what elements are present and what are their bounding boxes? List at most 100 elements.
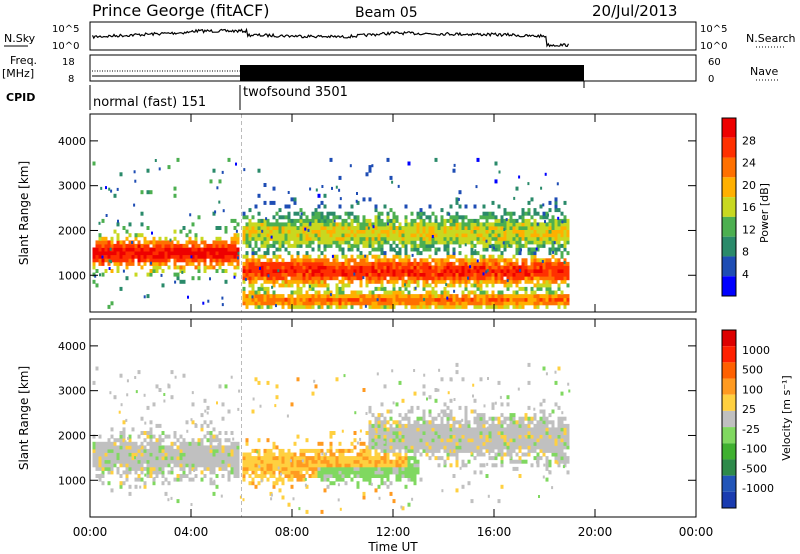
vel-cells-cell (200, 463, 204, 468)
vel-cells-cell (362, 463, 366, 468)
power-cells-cell (419, 269, 423, 273)
power-cells-cell (479, 276, 483, 281)
vel-cells-cell (113, 463, 117, 468)
power-cells-cell (515, 272, 519, 277)
power-cells-cell (227, 254, 231, 259)
vel-cells-cell (278, 470, 282, 475)
vel-cells-cell (218, 448, 222, 453)
vel-cells-cell (446, 413, 450, 418)
power-cells-cell (269, 304, 273, 309)
power-cells-cell (554, 229, 558, 234)
vel-cells-cell (389, 423, 393, 428)
vel-cells-cell (143, 456, 147, 461)
vel-cells-cell (92, 380, 96, 385)
power-cells-cell (113, 247, 117, 252)
vel-cells-cell (391, 369, 394, 373)
vel-cells-cell (473, 470, 477, 475)
power-cells-cell (248, 297, 252, 302)
power-cells-cell (311, 265, 315, 270)
vel-cells-cell (461, 427, 465, 432)
vel-cells-cell (101, 463, 105, 468)
vel-cells-cell (218, 466, 222, 471)
vel-cells-cell (92, 463, 96, 468)
vel-cells-cell (146, 456, 150, 461)
power-cells-cell (491, 276, 495, 281)
power-cells-cell (476, 276, 480, 281)
power-cells-cell (254, 204, 258, 209)
power-cells-cell (335, 254, 339, 259)
vel-cells-cell (494, 423, 498, 428)
power-cells-cell (407, 272, 411, 277)
power-cells-cell (113, 193, 117, 198)
power-cells-cell (530, 247, 534, 252)
vel-cells-cell (535, 460, 538, 464)
power-cells-cell (194, 236, 198, 241)
power-cells-cell (191, 243, 195, 248)
power-cells-cell (395, 233, 399, 238)
power-cells-cell (394, 249, 397, 253)
vel-cells-cell (539, 427, 543, 432)
power-cells-cell (560, 229, 564, 234)
power-cells-cell (359, 297, 363, 302)
vel-cells-cell (497, 438, 501, 443)
power-cells-cell (410, 222, 414, 227)
vel-cells-cell (368, 452, 372, 457)
vel-cells-cell (290, 402, 294, 407)
power-cells-cell (341, 251, 345, 256)
power-cells-cell (116, 269, 120, 273)
power-cells-cell (335, 233, 339, 238)
power-cells-cell (452, 233, 456, 238)
power-cells-cell (236, 261, 240, 266)
vel-cells-cell (398, 434, 402, 439)
power-cells-cell (395, 243, 399, 248)
colorbar-tick: 16 (742, 201, 756, 214)
vel-cells-cell (356, 481, 360, 486)
vel-cells-cell (557, 423, 561, 428)
power-cells-cell (267, 274, 270, 278)
power-cells-cell (335, 269, 339, 273)
vel-cells-cell (538, 495, 540, 498)
vel-cells-cell (383, 448, 387, 453)
vel-cells-cell (365, 466, 369, 471)
power-cells-cell (320, 294, 324, 299)
power-cells-cell (110, 301, 114, 306)
power-cells-cell (527, 226, 531, 230)
power-cells-cell (551, 254, 555, 259)
vel-cells-cell (371, 466, 375, 471)
power-cells-cell (383, 269, 387, 273)
vel-cells-cell (377, 431, 381, 435)
power-cells-cell (422, 229, 426, 234)
power-cells-cell (566, 251, 570, 256)
vel-cells-cell (566, 423, 570, 428)
power-cells-cell (482, 258, 486, 263)
vel-cells-cell (213, 479, 216, 483)
vel-cells-cell (497, 448, 501, 453)
power-cells-cell (536, 283, 540, 288)
power-cells-cell (542, 243, 546, 248)
power-cells-cell (110, 251, 114, 256)
power-cells-cell (260, 254, 264, 259)
power-cells-cell (167, 247, 171, 252)
vel-cells-cell (539, 423, 543, 428)
power-cells-cell (320, 233, 324, 238)
power-cells-cell (122, 254, 126, 259)
power-cells-cell (398, 286, 402, 291)
power-cells-cell (263, 236, 267, 241)
power-cells-cell (464, 215, 468, 220)
power-cells-cell (485, 222, 489, 227)
power-cells-cell (362, 236, 366, 241)
power-cells-cell (457, 197, 460, 201)
power-cells-cell (527, 229, 531, 234)
power-cells-cell (290, 301, 294, 306)
power-cells-cell (485, 229, 489, 234)
power-cells-cell (140, 265, 144, 270)
power-cells-cell (443, 265, 447, 270)
power-cells-cell (122, 226, 126, 230)
power-cells-cell (146, 190, 150, 195)
power-cells-cell (425, 236, 429, 241)
vel-cells-cell (299, 452, 303, 457)
power-cells-cell (125, 243, 129, 248)
power-cells-cell (131, 261, 135, 266)
power-cells-cell (563, 265, 567, 270)
power-cells-cell (374, 286, 378, 291)
